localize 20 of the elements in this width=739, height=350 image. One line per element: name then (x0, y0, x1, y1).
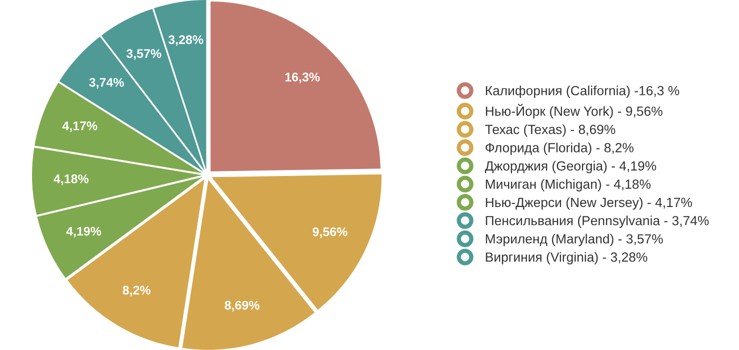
data-label: 8,69% (224, 300, 260, 312)
legend-label: Мэриленд (Maryland) - 3,57% (486, 234, 663, 246)
legend-label: Джорджия (Georgia) - 4,19% (484, 160, 656, 174)
legend-label: Мичиган (Michigan) - 4,18% (486, 179, 651, 192)
data-label: 16,3% (285, 72, 320, 84)
data-label: 4,19% (66, 226, 102, 238)
data-label: 4,18% (54, 174, 89, 186)
legend-label: Нью-Йорк (New York) - 9,56% (486, 104, 662, 118)
legend-label: Флорида (Florida) - 8,2% (486, 142, 634, 155)
legend-label: Нью-Джерси (New Jersey) - 4,17% (486, 197, 692, 210)
legend-label: Пенсильвания (Pennsylvania - 3,74% (486, 216, 709, 228)
legend-label: Техас (Texas) - 8,69% (485, 124, 616, 137)
legend-label: Виргиния (Virginia) - 3,28% (486, 252, 648, 264)
data-label: 4,17% (62, 121, 98, 132)
legend-label: Калифорния (California) -16,3 % (486, 86, 680, 98)
data-label: 8,2% (122, 286, 150, 296)
data-label: 3,28% (168, 35, 204, 46)
data-label: 9,56% (312, 227, 348, 238)
data-label: 3,57% (126, 49, 162, 60)
data-label: 3,74% (89, 78, 124, 89)
